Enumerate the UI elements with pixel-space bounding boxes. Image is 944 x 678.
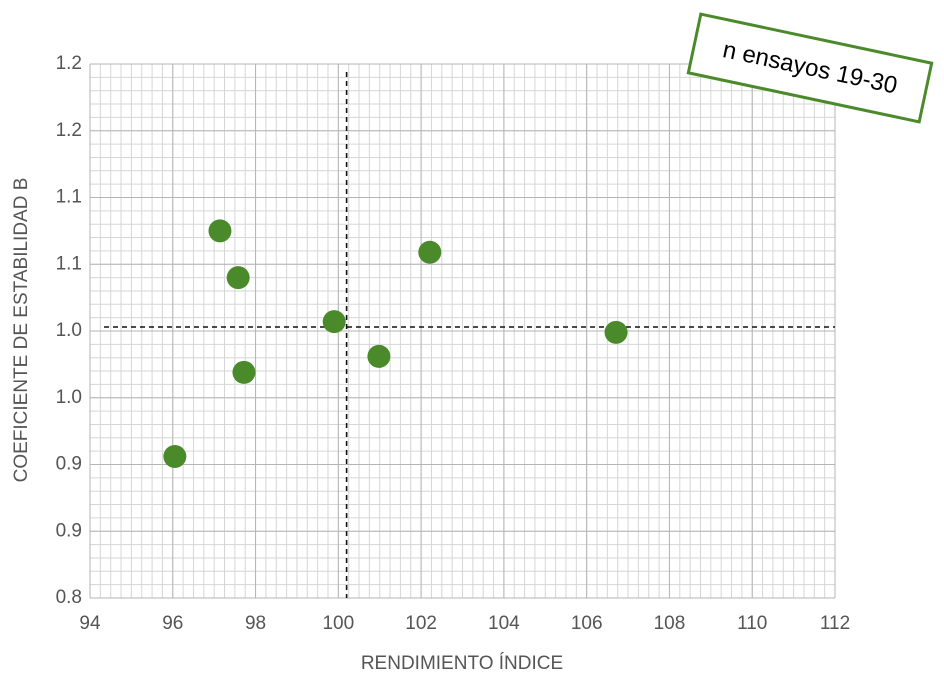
x-tick-label: 112: [820, 613, 850, 634]
x-tick-label: 110: [737, 613, 767, 634]
y-axis-label: COEFICIENTE DE ESTABILIDAD B: [11, 178, 32, 483]
x-tick-label: 104: [488, 613, 520, 634]
x-axis-label: RENDIMIENTO ÍNDICE: [361, 653, 563, 674]
x-tick-label: 108: [654, 613, 686, 634]
data-point: [367, 344, 391, 368]
data-point: [604, 320, 628, 344]
y-tick-label: 1.0: [56, 320, 82, 341]
y-tick-label: 0.9: [56, 454, 82, 475]
x-tick-label: 96: [162, 613, 183, 634]
x-tick-label: 98: [245, 613, 266, 634]
y-tick-label: 1.1: [56, 187, 82, 208]
y-tick-label: 1.2: [56, 120, 82, 141]
x-tick-label: 100: [322, 613, 354, 634]
x-tick-label: 94: [79, 613, 101, 634]
data-point: [418, 240, 442, 264]
y-tick-label: 1.0: [56, 387, 82, 408]
data-point: [208, 219, 232, 243]
y-tick-label: 0.8: [56, 587, 82, 608]
y-tick-label: 1.1: [56, 253, 82, 274]
y-tick-label: 1.2: [56, 53, 82, 74]
annotation: n ensayos 19-30: [686, 12, 934, 124]
y-tick-label: 0.9: [56, 520, 82, 541]
x-tick-label: 102: [405, 613, 437, 634]
annotation-box: [686, 12, 934, 124]
data-point: [322, 310, 346, 334]
data-point: [232, 360, 256, 384]
x-tick-label: 106: [571, 613, 603, 634]
data-point: [226, 266, 250, 290]
data-point: [163, 444, 187, 468]
